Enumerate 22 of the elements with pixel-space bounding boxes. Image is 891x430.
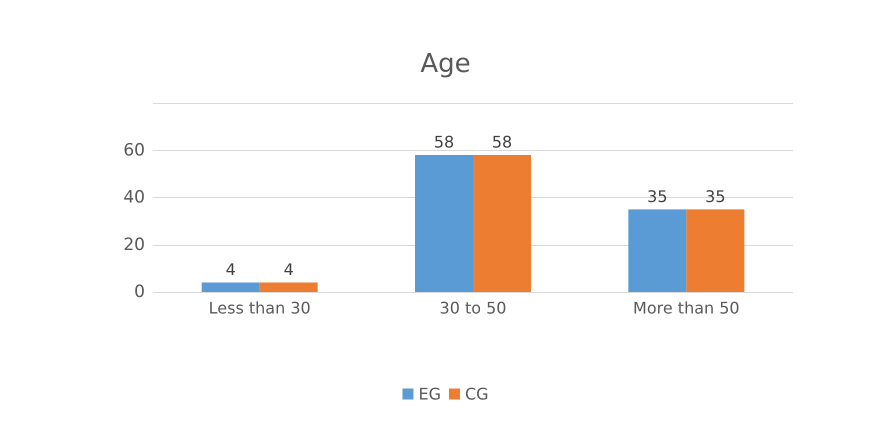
data-label: 4 <box>226 260 236 280</box>
bar <box>628 209 686 292</box>
data-label: 35 <box>705 186 726 206</box>
data-label: 4 <box>284 260 294 280</box>
bar <box>686 209 744 292</box>
bar <box>473 154 531 292</box>
bar <box>202 282 260 292</box>
data-label: 58 <box>434 132 454 152</box>
y-tick-label: 60 <box>123 140 145 160</box>
bar <box>260 282 318 292</box>
data-label: 58 <box>492 132 512 152</box>
x-tick-label: More than 50 <box>633 298 740 318</box>
legend-label: EG <box>418 384 441 404</box>
chart-title: Age <box>420 49 471 79</box>
data-label: 35 <box>647 186 668 206</box>
x-tick-label: Less than 30 <box>208 298 311 318</box>
y-tick-label: 20 <box>123 234 145 255</box>
y-tick-label: 0 <box>134 282 145 302</box>
x-tick-label: 30 to 50 <box>440 298 506 318</box>
y-tick-label: 40 <box>123 188 145 208</box>
bar <box>415 154 473 292</box>
legend-label: CG <box>464 384 489 404</box>
